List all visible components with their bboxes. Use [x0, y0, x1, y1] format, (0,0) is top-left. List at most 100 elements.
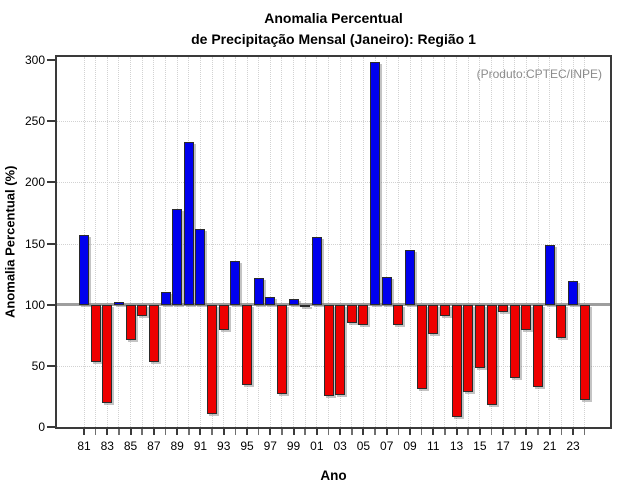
v-gridline-92 [211, 57, 213, 427]
bar-92 [207, 304, 218, 414]
bar-94 [230, 260, 241, 305]
x-tick-label-07: 07 [380, 439, 394, 453]
v-gridline-03 [339, 57, 341, 427]
x-tick-label-01: 01 [310, 439, 324, 453]
v-gridline-11 [432, 57, 434, 427]
x-tick-label-09: 09 [403, 439, 417, 453]
x-tick-15 [478, 429, 481, 435]
v-gridline-88 [165, 57, 166, 427]
baseline-100-line [57, 303, 610, 307]
y-tick-300 [47, 59, 55, 61]
v-gridline-15 [479, 57, 481, 427]
bar-03 [335, 304, 346, 396]
x-tick-label-23: 23 [566, 439, 580, 453]
v-gridline-24 [584, 57, 586, 427]
v-gridline-18 [514, 57, 516, 427]
x-tick-label-99: 99 [286, 439, 301, 453]
x-tick-89 [176, 429, 179, 435]
v-gridline-12 [444, 57, 446, 427]
y-tick-label-250: 250 [24, 114, 45, 129]
v-gridline-87 [153, 57, 155, 427]
h-gridline-150 [57, 243, 610, 245]
x-tick-19 [525, 429, 528, 435]
bar-14 [463, 304, 474, 392]
plot-area: (Produto:CPTEC/INPE) [55, 55, 612, 429]
x-tick-label-93: 93 [217, 439, 231, 453]
h-gridline-50 [57, 365, 610, 367]
bar-09 [405, 249, 415, 305]
bar-15 [474, 304, 485, 369]
x-tick-95 [246, 429, 248, 435]
x-tick-16 [490, 429, 493, 435]
bar-90 [183, 141, 194, 305]
x-tick-label-81: 81 [77, 439, 91, 453]
x-tick-97 [269, 429, 272, 435]
x-tick-04 [351, 429, 353, 435]
bar-99 [288, 298, 299, 305]
y-tick-label-100: 100 [24, 297, 45, 312]
v-gridline-19 [525, 57, 527, 427]
x-tick-88 [164, 429, 167, 435]
v-gridline-04 [351, 57, 353, 427]
y-tick-50 [47, 364, 55, 367]
x-tick-10 [420, 429, 423, 435]
v-gridline-98 [281, 57, 283, 427]
v-gridline-21 [549, 57, 551, 427]
chart-title-line2: de Precipitação Mensal (Janeiro): Região… [191, 31, 476, 47]
v-gridline-08 [397, 57, 399, 427]
x-tick-label-03: 03 [333, 439, 347, 453]
v-gridline-82 [95, 57, 97, 427]
v-gridline-20 [537, 57, 539, 427]
bar-91 [195, 228, 206, 305]
h-gridline-200 [57, 182, 610, 184]
y-tick-label-150: 150 [24, 236, 45, 251]
h-gridline-250 [57, 121, 610, 123]
x-axis-title: Ano [320, 468, 347, 483]
x-tick-96 [257, 429, 260, 435]
x-tick-17 [502, 429, 505, 435]
chart-title-line1: Anomalia Percentual [264, 10, 403, 26]
bar-12 [439, 304, 450, 316]
v-gridline-02 [328, 57, 329, 427]
bar-06 [370, 62, 381, 305]
x-tick-label-91: 91 [193, 439, 208, 453]
bar-23 [568, 281, 578, 305]
v-gridline-84 [118, 57, 120, 427]
bar-16 [486, 304, 497, 405]
v-gridline-94 [234, 57, 236, 427]
bar-00 [300, 304, 311, 308]
v-gridline-07 [386, 57, 388, 427]
x-tick-06 [374, 429, 376, 435]
x-tick-label-95: 95 [240, 439, 254, 453]
v-gridline-95 [246, 57, 248, 427]
bar-19 [521, 304, 532, 331]
x-tick-03 [339, 429, 342, 435]
x-tick-11 [432, 429, 435, 435]
bar-87 [148, 304, 159, 363]
v-gridline-22 [560, 57, 562, 427]
bar-83 [102, 304, 113, 403]
y-tick-150 [47, 242, 55, 245]
bar-88 [160, 292, 171, 305]
x-tick-81 [83, 429, 85, 435]
bar-05 [358, 304, 369, 326]
v-gridline-96 [258, 57, 260, 427]
x-tick-label-97: 97 [263, 439, 277, 453]
bar-21 [544, 244, 555, 305]
bar-07 [381, 276, 392, 305]
x-tick-20 [537, 429, 539, 435]
bar-95 [242, 304, 252, 386]
x-tick-label-05: 05 [356, 439, 371, 453]
y-tick-label-300: 300 [24, 53, 45, 67]
y-tick-label-200: 200 [24, 175, 45, 190]
bar-10 [416, 304, 427, 390]
bar-04 [346, 304, 357, 323]
x-tick-85 [129, 429, 132, 435]
x-tick-18 [514, 429, 516, 435]
x-tick-93 [222, 429, 225, 435]
x-tick-label-83: 83 [100, 439, 114, 453]
x-tick-83 [106, 429, 109, 435]
bar-97 [265, 297, 276, 305]
product-annotation: (Produto:CPTEC/INPE) [476, 67, 602, 81]
y-tick-250 [47, 120, 55, 123]
